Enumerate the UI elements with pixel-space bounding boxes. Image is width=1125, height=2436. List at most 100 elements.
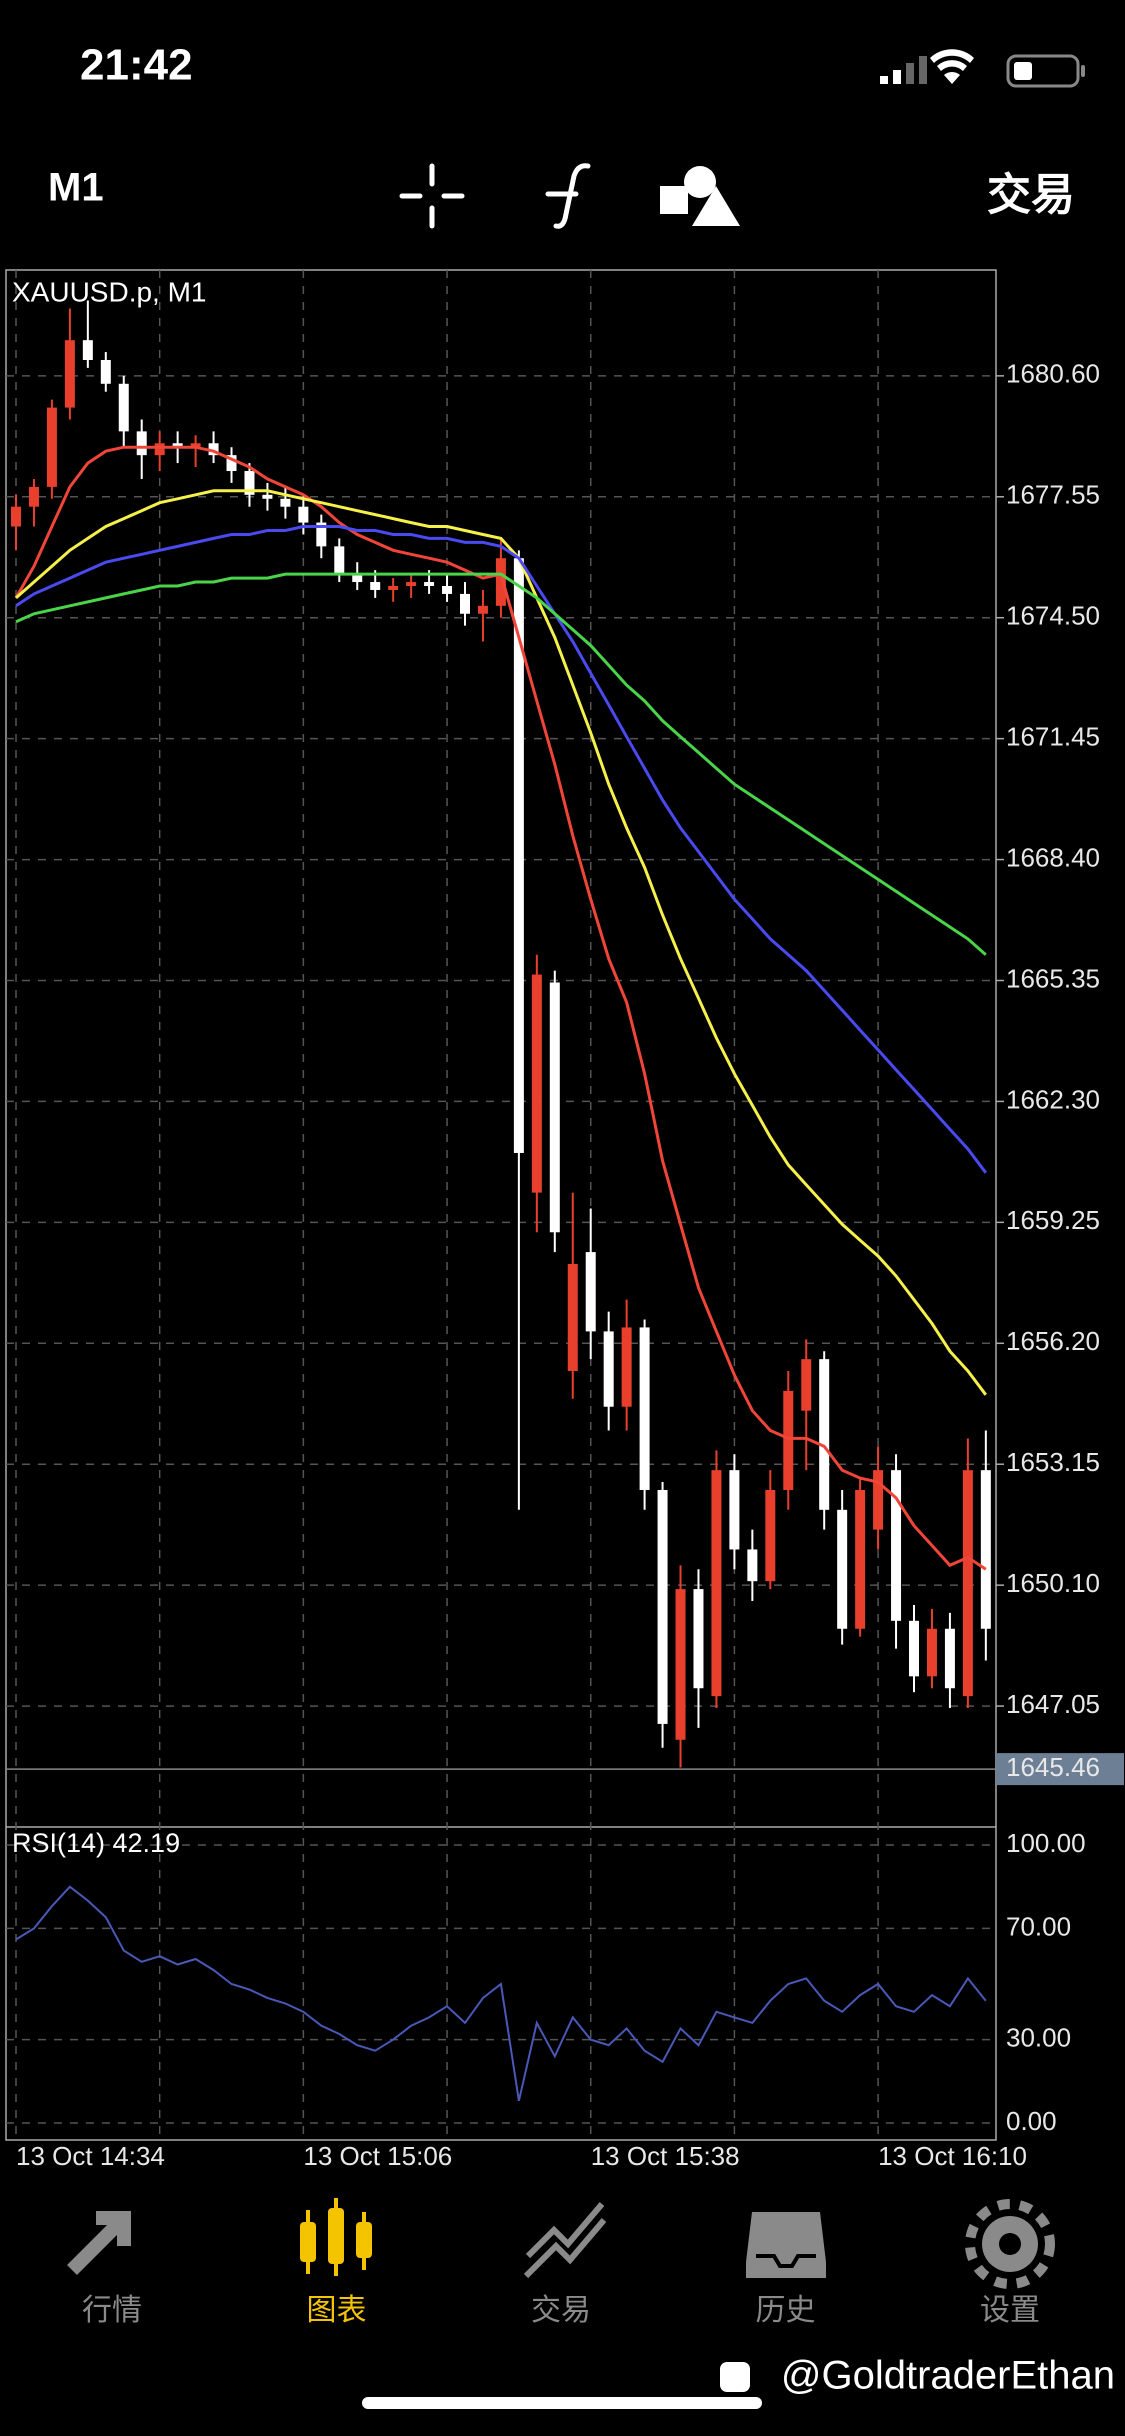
- tab-label[interactable]: 设置: [980, 2294, 1040, 2327]
- candle-body: [855, 1489, 866, 1629]
- candle-body: [621, 1327, 632, 1407]
- candle-body: [531, 974, 542, 1193]
- objects-tool[interactable]: [660, 166, 740, 226]
- rsi-line: [15, 1885, 987, 2102]
- candle-body: [765, 1489, 776, 1582]
- x-tick-label: 13 Oct 16:10: [878, 2141, 1027, 2171]
- candle-body: [675, 1589, 686, 1740]
- candle-body: [585, 1252, 596, 1332]
- candle-body: [226, 455, 237, 472]
- tab-label[interactable]: 历史: [756, 2294, 816, 2327]
- moving-average: [15, 489, 987, 1396]
- plot: 1645.46: [6, 300, 1124, 2102]
- y-tick-label: 1662.30: [1006, 1084, 1100, 1114]
- y-tick-label: 1650.10: [1006, 1568, 1100, 1598]
- candle-body: [783, 1390, 794, 1490]
- candle-body: [64, 340, 75, 408]
- candle-body: [154, 443, 165, 456]
- candle-body: [46, 407, 57, 487]
- chart-title: XAUUSD.p, M1: [12, 276, 207, 307]
- rsi-tick-label: 100.00: [1006, 1828, 1086, 1858]
- timeframe[interactable]: M1: [48, 166, 104, 210]
- candle-body: [388, 585, 399, 590]
- grid: 1647.05 1650.10 1653.15 1656.20 1659.25 1662.…: [6, 270, 1100, 2171]
- candle-body: [28, 486, 39, 507]
- candle-body: [190, 443, 201, 448]
- status-icons: [880, 49, 1085, 88]
- candle-body: [729, 1470, 740, 1550]
- y-tick-label: 1659.25: [1006, 1205, 1100, 1235]
- watermark: @GoldtraderEthan: [781, 2354, 1115, 2398]
- tab-label[interactable]: 交易: [531, 2294, 591, 2327]
- y-tick-label: 1656.20: [1006, 1326, 1100, 1356]
- fb-icon: [720, 2362, 750, 2392]
- candle-body: [406, 582, 417, 586]
- rsi-tick-label: 30.00: [1006, 2022, 1071, 2052]
- candle-body: [603, 1331, 614, 1407]
- candle-body: [477, 605, 488, 614]
- y-tick-label: 1674.50: [1006, 601, 1100, 631]
- y-tick-label: 1647.05: [1006, 1689, 1100, 1719]
- candle-body: [11, 506, 21, 527]
- candle-body: [693, 1589, 704, 1689]
- candle-body: [280, 498, 291, 507]
- x-tick-label: 13 Oct 14:34: [16, 2141, 165, 2171]
- tab-bar: 行情 图表 交易 历史 设置: [82, 2294, 1040, 2327]
- y-tick-label: 1671.45: [1006, 722, 1100, 752]
- candle-body: [100, 360, 111, 384]
- tab-label[interactable]: 图表: [307, 2294, 367, 2327]
- y-tick-label: 1680.60: [1006, 359, 1100, 389]
- candle-body: [208, 443, 219, 456]
- tab-label[interactable]: 行情: [82, 2294, 142, 2327]
- candle-body: [513, 558, 524, 1153]
- crosshair-tool[interactable]: [399, 163, 465, 229]
- tab-icons: [67, 2198, 1055, 2289]
- status-time: 21:42: [80, 41, 193, 90]
- current-price-box: [996, 1753, 1124, 1786]
- candle-body: [316, 522, 327, 547]
- candle-body: [567, 1263, 578, 1372]
- candle-body: [639, 1327, 650, 1490]
- candle-body: [711, 1470, 722, 1697]
- candle-body: [657, 1489, 668, 1724]
- home-indicator: [362, 2397, 762, 2409]
- candle-body: [136, 431, 147, 456]
- candle-body: [118, 383, 129, 432]
- y-tick-label: 1653.15: [1006, 1447, 1100, 1477]
- rsi-label: RSI(14) 42.19: [12, 1828, 180, 1858]
- moving-average: [15, 572, 987, 956]
- candle-body: [962, 1470, 973, 1697]
- candle-body: [837, 1509, 848, 1629]
- y-tick-label: 1665.35: [1006, 963, 1100, 993]
- candle-body: [424, 582, 435, 586]
- candle-body: [334, 546, 345, 575]
- trade-button[interactable]: 交易: [987, 171, 1075, 220]
- chart-frame: [5, 269, 997, 2141]
- candle-body: [909, 1620, 919, 1677]
- candle-body: [244, 471, 255, 495]
- current-price-label: 1645.46: [1006, 1752, 1100, 1782]
- candle-body: [460, 593, 470, 614]
- candle-body: [495, 558, 506, 606]
- candle-body: [944, 1628, 955, 1689]
- y-tick-label: 1677.55: [1006, 480, 1100, 510]
- candle-body: [370, 582, 381, 590]
- moving-average: [15, 525, 987, 1174]
- candle-body: [747, 1549, 758, 1582]
- indicator-tool[interactable]: [545, 163, 591, 229]
- candle-body: [801, 1359, 812, 1411]
- x-tick-label: 13 Oct 15:06: [303, 2141, 452, 2171]
- candle-body: [82, 340, 93, 361]
- candle-body: [352, 574, 363, 583]
- x-tick-label: 13 Oct 15:38: [591, 2141, 740, 2171]
- candle-body: [262, 494, 273, 499]
- y-tick-label: 1668.40: [1006, 842, 1100, 872]
- candle-body: [926, 1628, 937, 1677]
- rsi-tick-label: 70.00: [1006, 1911, 1071, 1941]
- candle-body: [549, 982, 560, 1233]
- candle-body: [980, 1470, 991, 1629]
- candle-body: [172, 443, 183, 448]
- candle-body: [819, 1359, 830, 1510]
